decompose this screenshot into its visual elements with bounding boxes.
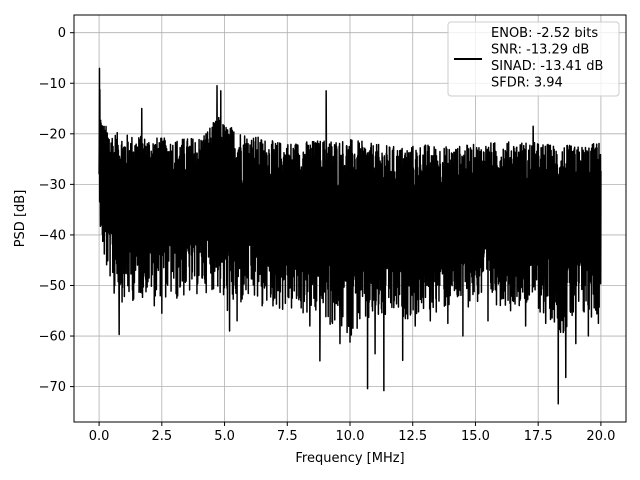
y-tick-label: −30 [39, 178, 66, 193]
x-tick-label: 5.0 [214, 429, 235, 444]
x-tick-label: 12.5 [398, 429, 427, 444]
x-tick-label: 20.0 [586, 429, 615, 444]
x-tick-label: 7.5 [277, 429, 298, 444]
y-axis-label: PSD [dB] [13, 190, 28, 248]
x-tick-label: 15.0 [461, 429, 490, 444]
x-tick-label: 2.5 [151, 429, 172, 444]
x-tick-label: 0.0 [89, 429, 110, 444]
legend-enob-text: ENOB: -2.52 bits [491, 26, 598, 41]
x-axis-ticks: 0.0 2.5 5.0 7.5 10.0 12.5 15.0 17.5 20.0 [89, 422, 615, 444]
y-tick-label: −20 [39, 127, 66, 142]
legend-snr-text: SNR: -13.29 dB [491, 43, 589, 58]
x-axis-label: Frequency [MHz] [295, 451, 404, 466]
y-axis-ticks: 0 −10 −20 −30 −40 −50 −60 −70 [39, 26, 74, 395]
legend: ENOB: -2.52 bits SNR: -13.29 dB SINAD: -… [447, 21, 620, 97]
y-tick-label: 0 [58, 26, 66, 41]
x-tick-label: 10.0 [336, 429, 365, 444]
y-tick-label: −50 [39, 279, 66, 294]
psd-trace [98, 67, 602, 405]
legend-sfdr-text: SFDR: 3.94 [491, 76, 563, 91]
series-layer [98, 67, 602, 405]
y-tick-label: −40 [39, 228, 66, 243]
legend-sinad-text: SINAD: -13.41 dB [491, 59, 603, 74]
legend-box [447, 21, 620, 97]
y-tick-label: −10 [39, 77, 66, 92]
y-tick-label: −70 [39, 380, 66, 395]
x-tick-label: 17.5 [524, 429, 553, 444]
y-tick-label: −60 [39, 330, 66, 345]
